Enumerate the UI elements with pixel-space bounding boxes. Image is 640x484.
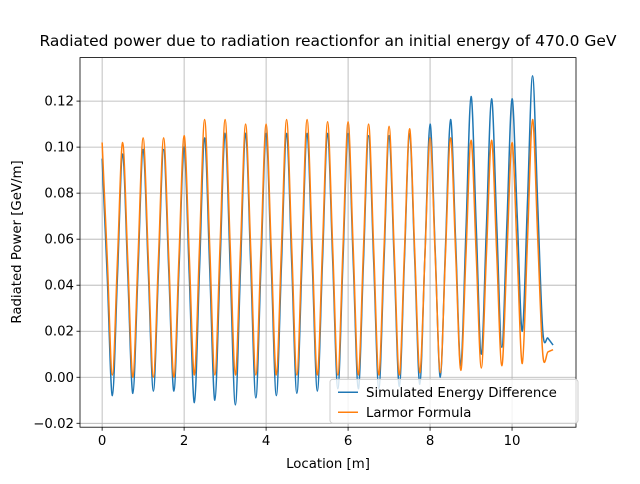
- series-line: [101, 118, 554, 379]
- y-tick-label: 0.00: [44, 371, 74, 386]
- y-axis-label: Radiated Power [GeV/m]: [10, 160, 25, 323]
- x-tick-label: 6: [344, 434, 352, 449]
- y-tick-label: 0.04: [44, 279, 74, 294]
- y-tick-label: −0.02: [33, 417, 74, 432]
- x-axis-label: Location [m]: [286, 457, 370, 472]
- x-tick-label: 8: [426, 434, 434, 449]
- x-tick-label: 10: [504, 434, 521, 449]
- legend-label: Larmor Formula: [366, 406, 471, 421]
- legend-box: [329, 378, 579, 424]
- y-tick-label: 0.10: [44, 141, 74, 156]
- y-tick-label: 0.08: [44, 187, 74, 202]
- x-tick-label: 0: [98, 434, 106, 449]
- x-tick-label: 2: [180, 434, 188, 449]
- chart-title: Radiated power due to radiation reaction…: [39, 32, 616, 50]
- series-line: [101, 75, 554, 406]
- x-tick-label: 4: [262, 434, 270, 449]
- axes-frame: [79, 57, 577, 428]
- y-tick-label: 0.12: [44, 95, 74, 110]
- y-tick-label: 0.06: [44, 233, 74, 248]
- legend-label: Simulated Energy Difference: [366, 386, 557, 401]
- y-tick-label: 0.02: [44, 325, 74, 340]
